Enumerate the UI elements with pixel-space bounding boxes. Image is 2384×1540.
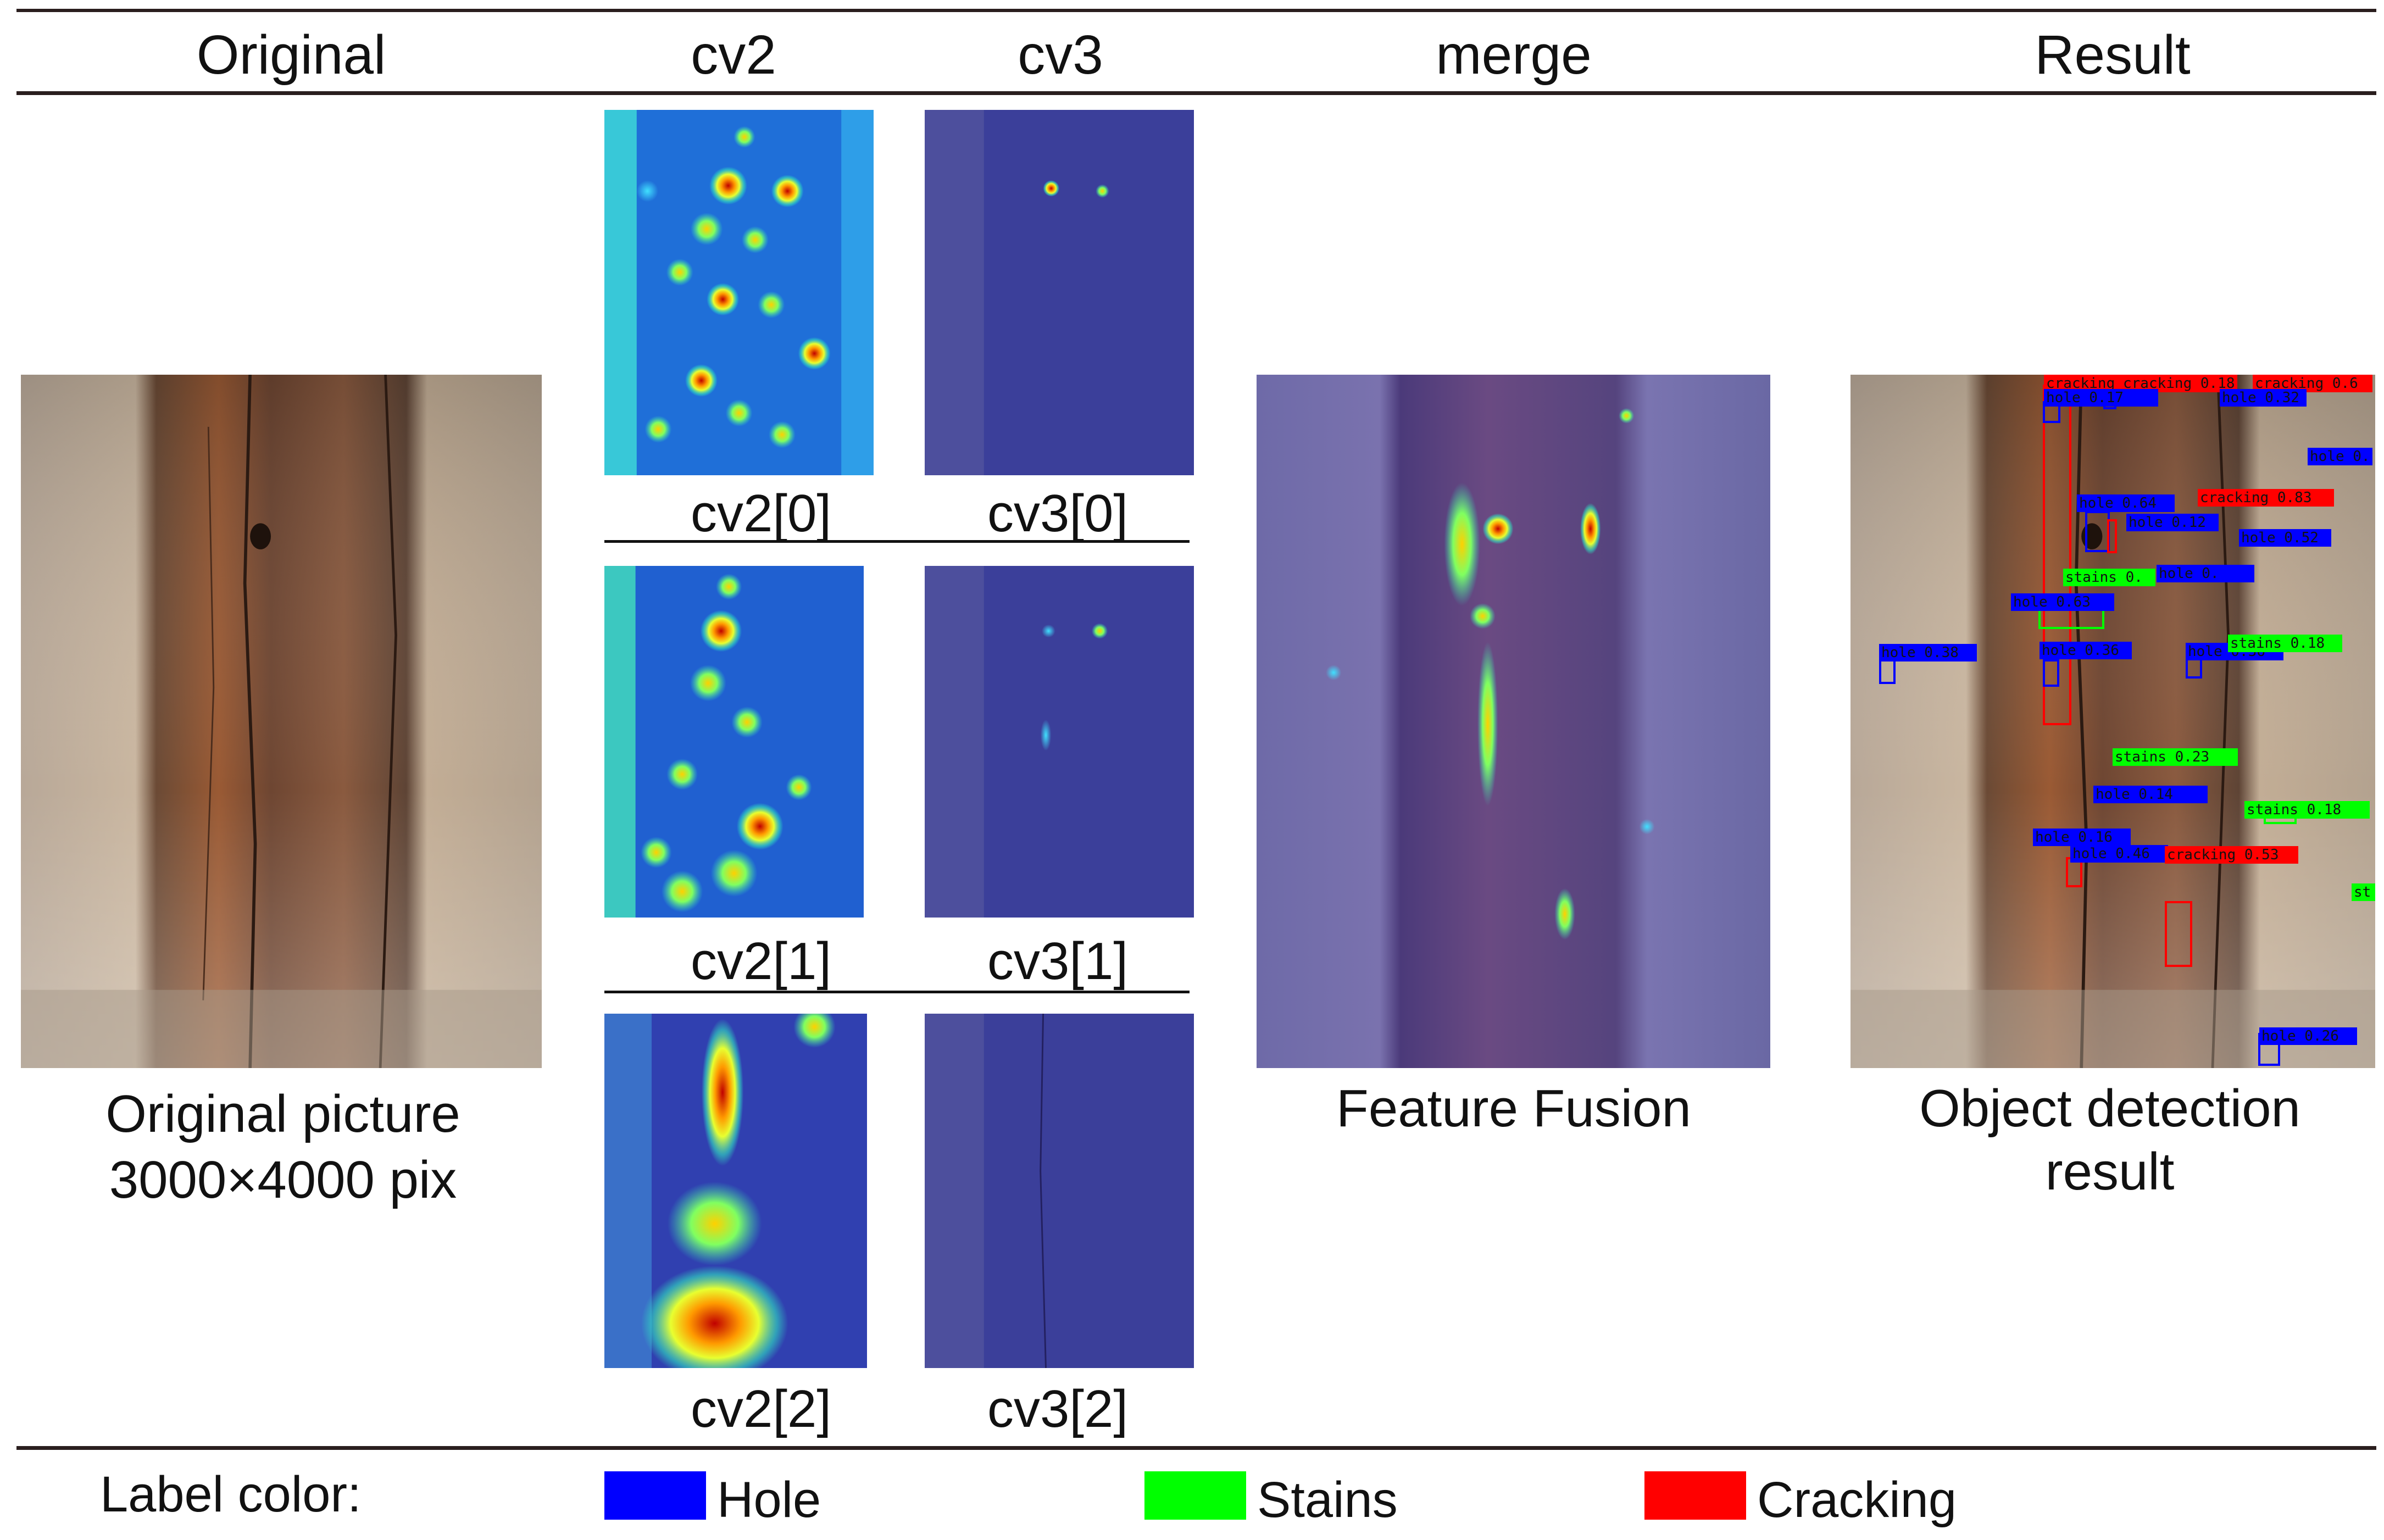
original-image: [21, 375, 542, 1068]
legend-label-cracking: Cracking: [1757, 1472, 1957, 1528]
detection-label: hole 0.46: [2070, 845, 2168, 863]
cv2-1-heatmap: [604, 566, 864, 918]
detection-label: hole 0.: [2308, 448, 2372, 465]
result-image: [1850, 375, 2375, 1068]
detection-label: hole 0.14: [2093, 786, 2208, 803]
detection-label: hole 0.17: [2044, 389, 2158, 407]
detection-label: stains 0.: [2063, 569, 2155, 586]
detection-label: cracking 0.83: [2198, 489, 2334, 507]
detection-box: [2085, 511, 2110, 552]
detection-label: stains 0.18: [2228, 635, 2342, 652]
result-caption-line1: Object detection: [1919, 1079, 2300, 1138]
legend-swatch-cracking: [1644, 1471, 1746, 1520]
original-caption-line2: 3000×4000 pix: [109, 1150, 457, 1209]
cv3-0-label: cv3[0]: [987, 484, 1129, 543]
legend-label-hole: Hole: [717, 1472, 821, 1528]
legend-swatch-hole: [604, 1471, 706, 1520]
detection-label: stains 0.18: [2244, 801, 2370, 819]
cv3-2-heatmap: [925, 1014, 1194, 1368]
detection-box: [2107, 519, 2117, 553]
detection-label: hole 0.63: [2011, 593, 2114, 611]
detection-label: hole 0.52: [2239, 529, 2331, 547]
cv2-2-label: cv2[2]: [690, 1380, 832, 1438]
detection-label: hole 0.38: [1879, 644, 1977, 661]
cv3-2-label: cv3[2]: [987, 1380, 1129, 1438]
detection-label: hole 0.32: [2220, 389, 2307, 407]
header-rule: [16, 91, 2376, 95]
header-original: Original: [196, 24, 386, 86]
detection-label: cracking 0.6: [2253, 375, 2372, 392]
detection-label: stains 0.23: [2113, 748, 2238, 766]
detection-box: [1879, 659, 1896, 684]
detection-label: hole 0.16: [2033, 829, 2131, 846]
detection-label: cracking 0.53: [2165, 846, 2298, 864]
detection-box: [2043, 659, 2059, 687]
detection-label: hole 0.12: [2126, 514, 2219, 531]
legend-title: Label color:: [100, 1466, 362, 1522]
detection-box: [2165, 901, 2192, 967]
original-caption-line1: Original picture: [105, 1085, 460, 1143]
header-cv3: cv3: [1018, 24, 1103, 86]
cv3-0-heatmap: [925, 110, 1194, 475]
cv3-1-label: cv3[1]: [987, 932, 1129, 991]
detection-label: hole 0.: [2157, 565, 2254, 582]
header-merge: merge: [1436, 24, 1592, 86]
cv2-1-label: cv2[1]: [690, 932, 832, 991]
row-separator-2: [604, 991, 1190, 993]
legend-label-stains: Stains: [1257, 1472, 1398, 1528]
header-cv2: cv2: [691, 24, 776, 86]
top-rule: [16, 9, 2376, 12]
header-result: Result: [2035, 24, 2191, 86]
cv2-2-heatmap: [604, 1014, 867, 1368]
merge-image: [1257, 375, 1770, 1068]
legend-rule: [16, 1446, 2376, 1450]
detection-label: hole 0.36: [2040, 642, 2132, 659]
legend-swatch-stains: [1144, 1471, 1246, 1520]
cv3-1-heatmap: [925, 566, 1194, 918]
detection-label: hole 0.64: [2077, 494, 2175, 512]
merge-caption: Feature Fusion: [1336, 1079, 1691, 1138]
cv2-0-label: cv2[0]: [690, 484, 832, 543]
detection-label: st: [2352, 883, 2375, 901]
detection-label: hole 0.26: [2259, 1027, 2357, 1045]
result-caption-line2: result: [2045, 1142, 2175, 1201]
row-separator-1: [604, 540, 1190, 543]
cv2-0-heatmap: [604, 110, 874, 475]
